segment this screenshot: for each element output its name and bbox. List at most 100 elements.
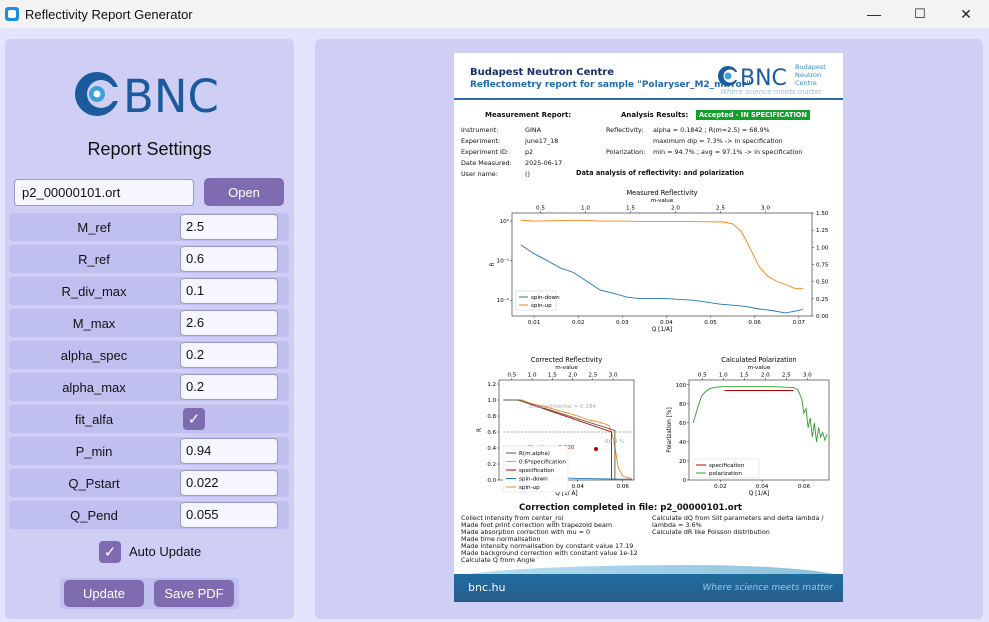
top-tick-label: 2.0	[671, 206, 680, 212]
footer-tagline: Where science meets matter	[702, 583, 833, 593]
field-row-p-min: P_min 0.94	[9, 437, 289, 465]
corr-step: Made intensity normalisation by constant…	[461, 542, 634, 550]
top-tick-label: 2.5	[716, 206, 725, 212]
open-button[interactable]: Open	[204, 178, 284, 206]
r-div-max-input[interactable]: 0.1	[180, 278, 278, 304]
y-tick-label: 0.4	[487, 446, 496, 452]
corr-step: Collect intensity from center_roi	[461, 514, 564, 522]
right-tick-label: 1.50	[816, 211, 829, 217]
update-button[interactable]: Update	[64, 580, 144, 607]
legend-entry: spin-down	[519, 477, 548, 483]
top-tick-label: 3.0	[761, 206, 770, 212]
top-tick-label: 2.5	[588, 373, 597, 379]
maximize-button[interactable]: ☐	[914, 6, 926, 21]
x-tick-label: 0.03	[616, 320, 629, 326]
top-axis-label: m-value	[748, 365, 771, 371]
y-tick-label: 100	[676, 383, 687, 389]
fit-alfa-checkbox[interactable]: ✓	[183, 408, 205, 430]
save-pdf-button[interactable]: Save PDF	[154, 580, 234, 607]
auto-update-checkbox[interactable]: ✓	[99, 541, 121, 563]
annotation-value: 68.9 %	[605, 439, 625, 445]
meta-key: Experiment ID:	[461, 148, 509, 156]
file-path-input[interactable]: p2_00000101.ort	[14, 179, 194, 206]
corr-step: Made time normalisation	[461, 535, 541, 543]
meta-value: june17_18	[525, 137, 559, 145]
top-tick-label: 3.0	[803, 373, 812, 379]
window-title: Reflectivity Report Generator	[25, 6, 193, 22]
m-max-input[interactable]: 2.6	[180, 310, 278, 336]
field-row-alpha-spec: alpha_spec 0.2	[9, 341, 289, 369]
top-tick-label: 1.0	[581, 206, 590, 212]
corr-step: Made background correction with constant…	[461, 549, 638, 557]
logo-text: BNC	[123, 70, 219, 119]
x-tick-label: 0.04	[572, 484, 585, 490]
legend-entry: 0.6*specification	[519, 460, 566, 466]
alpha-spec-input[interactable]: 0.2	[180, 342, 278, 368]
field-label: alpha_spec	[60, 347, 128, 363]
logo-tagline: Where science meets matter	[720, 88, 823, 96]
auto-update-label: Auto Update	[129, 544, 202, 559]
field-label: fit_alfa	[74, 411, 114, 427]
x-tick-label: 0.05	[704, 320, 717, 326]
x-tick-label: 0.06	[617, 484, 630, 490]
field-row-r-div-max: R_div_max 0.1	[9, 277, 289, 305]
corr-step: Calculate dR like Poisson distribution	[652, 528, 770, 536]
legend-entry: spin-down	[531, 295, 560, 301]
top-tick-label: 1.5	[740, 373, 749, 379]
y-tick-label: 0	[683, 478, 687, 484]
top-tick-label: 3.0	[609, 373, 618, 379]
r-ref-input[interactable]: 0.6	[180, 246, 278, 272]
meta-key: Date Measured:	[461, 159, 512, 167]
x-axis-label: Q [1/ A]	[555, 491, 577, 497]
series-spin-up	[503, 399, 632, 479]
field-label: Q_Pend	[70, 507, 118, 523]
refl-line-2: maximum dip = 7.3% -> in specification	[653, 137, 783, 145]
top-axis-label: m-value	[555, 365, 578, 371]
legend-entry: specification	[519, 468, 555, 474]
report-logo-text: BNC	[740, 66, 787, 91]
q-pstart-input[interactable]: 0.022	[180, 470, 278, 496]
y-tick-label: 10⁰	[500, 218, 510, 225]
m-ref-input[interactable]: 2.5	[180, 214, 278, 240]
meta-key: Experiment:	[461, 137, 501, 145]
series-spin-down	[520, 244, 804, 314]
y-tick-label: 0.6	[487, 430, 496, 436]
settings-panel: BNC Report Settings p2_00000101.ort Open…	[5, 39, 294, 619]
y-tick-label: 10⁻²	[497, 297, 509, 304]
corr-step: Calculate dQ from Slit parameters and de…	[652, 514, 824, 522]
top-tick-label: 1.0	[719, 373, 728, 379]
legend-entry: R(m,alpha)	[519, 451, 550, 457]
bnc-logo: BNC	[75, 70, 219, 119]
top-tick-label: 1.5	[548, 373, 557, 379]
y-tick-label: 40	[679, 440, 686, 446]
measurement-header: Measurement Report:	[485, 111, 572, 119]
field-row-alpha-max: alpha_max 0.2	[9, 373, 289, 401]
app-content: BNC Report Settings p2_00000101.ort Open…	[0, 28, 989, 622]
corr-step: lambda = 3.6%	[652, 521, 702, 529]
meta-value: 2025-06-17	[525, 159, 563, 167]
report-page[interactable]: Budapest Neutron Centre Reflectometry re…	[454, 53, 843, 602]
q-pend-input[interactable]: 0.055	[180, 502, 278, 528]
top-tick-label: 1.0	[528, 373, 537, 379]
x-tick-label: 0.04	[660, 320, 673, 326]
x-tick-label: 0.06	[748, 320, 761, 326]
y-tick-label: 20	[679, 459, 686, 465]
status-badge: Accepted - IN SPECIFICATION	[696, 110, 810, 120]
p-min-input[interactable]: 0.94	[180, 438, 278, 464]
alpha-max-input[interactable]: 0.2	[180, 374, 278, 400]
minimize-button[interactable]: —	[867, 6, 881, 22]
close-button[interactable]: ✕	[960, 5, 972, 22]
pol-label: Polarization:	[606, 148, 646, 156]
top-tick-label: 0.5	[536, 206, 545, 212]
field-row-q-pstart: Q_Pstart 0.022	[9, 469, 289, 497]
y-tick-label: 0.8	[487, 414, 496, 420]
correction-title: Correction completed in file: p2_0000010…	[519, 503, 743, 513]
top-tick-label: 2.0	[761, 373, 770, 379]
top-tick-label: 2.0	[568, 373, 577, 379]
field-row-r-ref: R_ref 0.6	[9, 245, 289, 273]
right-tick-label: 1.00	[816, 245, 829, 251]
corr-step: Calculate Q from Angle	[461, 556, 536, 564]
chart-title: Corrected Reflectivity	[531, 356, 602, 364]
